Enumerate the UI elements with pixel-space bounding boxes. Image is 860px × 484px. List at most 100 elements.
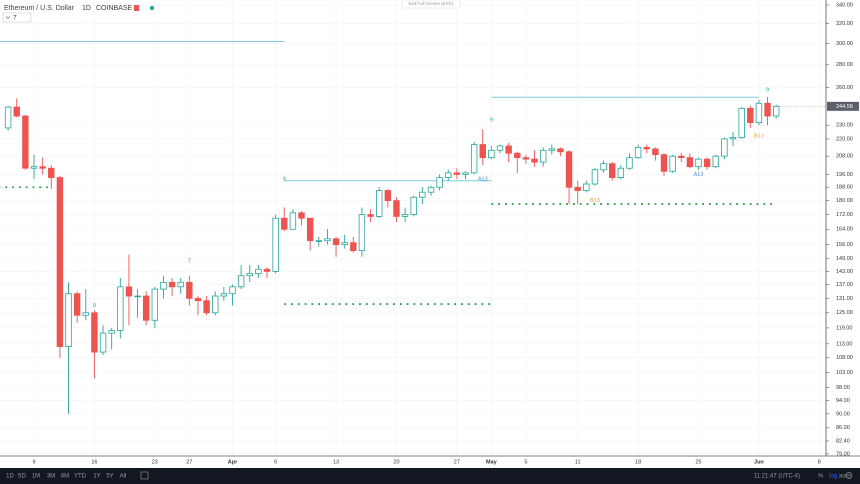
y-tick-label: 300.00 bbox=[836, 41, 853, 47]
y-tick-label: 208.00 bbox=[836, 154, 853, 160]
x-tick-label: May bbox=[486, 459, 498, 465]
y-tick-label: 149.00 bbox=[836, 256, 853, 262]
range-button[interactable]: 1Y bbox=[93, 474, 100, 480]
y-tick-label: 164.00 bbox=[836, 227, 853, 233]
scale-option[interactable]: % bbox=[818, 474, 824, 480]
y-tick-label: 90.00 bbox=[836, 411, 850, 417]
annotation: A13 bbox=[694, 172, 704, 178]
y-tick-label: 79.00 bbox=[836, 451, 850, 457]
annotation: 9 bbox=[93, 303, 96, 309]
calendar-icon[interactable] bbox=[140, 471, 149, 480]
y-tick-label: 98.00 bbox=[836, 385, 850, 391]
range-button[interactable]: All bbox=[120, 474, 127, 480]
candle-body bbox=[539, 149, 547, 163]
candle-body bbox=[514, 152, 521, 159]
candle-body bbox=[686, 157, 694, 168]
y-tick-label: 188.00 bbox=[836, 185, 853, 191]
candle-body bbox=[375, 190, 383, 217]
range-button[interactable]: YTD bbox=[74, 474, 87, 480]
candle-body bbox=[13, 106, 20, 117]
candle-body bbox=[367, 214, 374, 217]
indicator-box[interactable] bbox=[2, 12, 32, 23]
y-tick-label: 108.00 bbox=[836, 355, 853, 361]
scale-option[interactable]: log bbox=[829, 474, 837, 480]
candle-body bbox=[142, 295, 150, 321]
annotation: 9 bbox=[490, 117, 493, 123]
y-tick-label: 119.00 bbox=[836, 325, 852, 331]
candle-body bbox=[427, 186, 435, 193]
levels bbox=[0, 41, 777, 305]
x-tick-label: Apr bbox=[228, 459, 238, 465]
x-tick-label: Jun bbox=[754, 459, 764, 465]
candle-body bbox=[401, 214, 409, 217]
candle-body bbox=[134, 295, 141, 298]
candle-body bbox=[186, 281, 193, 299]
range-button[interactable]: 5Y bbox=[106, 474, 113, 480]
candle-body bbox=[436, 177, 443, 188]
range-button[interactable]: 5D bbox=[18, 474, 26, 480]
y-tick-label: 125.00 bbox=[836, 310, 853, 316]
candle-body bbox=[617, 167, 625, 178]
candle-body bbox=[358, 214, 366, 252]
range-button[interactable]: 6M bbox=[61, 474, 69, 480]
candle-body bbox=[246, 273, 253, 277]
fullscreen-hint-box[interactable] bbox=[401, 0, 461, 9]
candle-body bbox=[678, 155, 685, 159]
candle-body bbox=[729, 137, 737, 140]
y-tick-label: 320.00 bbox=[836, 21, 853, 27]
candle-body bbox=[747, 107, 754, 123]
fullscreen-hint: Exit Full Screen (ESC) bbox=[408, 1, 454, 6]
y-tick-label: 340.00 bbox=[836, 2, 853, 8]
candle-body bbox=[237, 275, 245, 288]
candle-body bbox=[531, 158, 538, 163]
candle-body bbox=[643, 147, 650, 150]
candle-body bbox=[574, 186, 581, 191]
candle-body bbox=[445, 172, 452, 178]
exchange: COINBASE bbox=[96, 5, 133, 12]
candle-body bbox=[755, 102, 763, 123]
candle-body bbox=[65, 293, 72, 347]
candle-body bbox=[289, 212, 297, 230]
grid bbox=[0, 0, 826, 456]
y-tick-label: 131.00 bbox=[836, 296, 853, 302]
x-tick-label: 23 bbox=[152, 459, 158, 465]
candle-body bbox=[332, 238, 340, 246]
candle-body bbox=[212, 295, 219, 314]
candle-body bbox=[419, 191, 426, 198]
scale-option[interactable]: auto bbox=[839, 474, 851, 480]
candle-body bbox=[263, 268, 271, 272]
range-button[interactable]: 3M bbox=[47, 474, 55, 480]
candle-body bbox=[203, 300, 210, 314]
candle-body bbox=[764, 102, 771, 117]
candle-body bbox=[194, 297, 202, 302]
live-dot bbox=[149, 5, 155, 11]
range-button[interactable]: 1D bbox=[6, 474, 14, 480]
candle-body bbox=[548, 148, 555, 151]
settings-icon[interactable] bbox=[845, 472, 853, 479]
annotations: 9 7 9 9 A13 B13 A13 B13 9 bbox=[93, 87, 769, 309]
y-tick-label: 220.00 bbox=[836, 136, 853, 142]
candles bbox=[4, 97, 826, 414]
candle-body bbox=[306, 217, 314, 242]
candle-body bbox=[669, 155, 676, 172]
candle-body bbox=[272, 217, 279, 272]
x-tick-label: 6 bbox=[274, 459, 277, 465]
candle-body bbox=[91, 312, 98, 353]
y-tick-label: 82.40 bbox=[836, 438, 850, 444]
candle-body bbox=[557, 148, 564, 153]
candle-body bbox=[281, 217, 288, 230]
price-axis bbox=[826, 0, 860, 468]
candle-body bbox=[772, 105, 780, 117]
candle-body bbox=[453, 172, 461, 175]
candle-body bbox=[626, 157, 633, 169]
range-button[interactable]: 1M bbox=[32, 474, 40, 480]
candle-body bbox=[522, 157, 530, 160]
candle-body bbox=[168, 281, 176, 288]
candle-body bbox=[652, 148, 659, 156]
candle-body bbox=[591, 169, 599, 185]
candle-body bbox=[108, 330, 115, 334]
clock: 11:21:47 (UTC-4) bbox=[754, 474, 800, 480]
y-tick-label: 86.00 bbox=[836, 425, 850, 431]
